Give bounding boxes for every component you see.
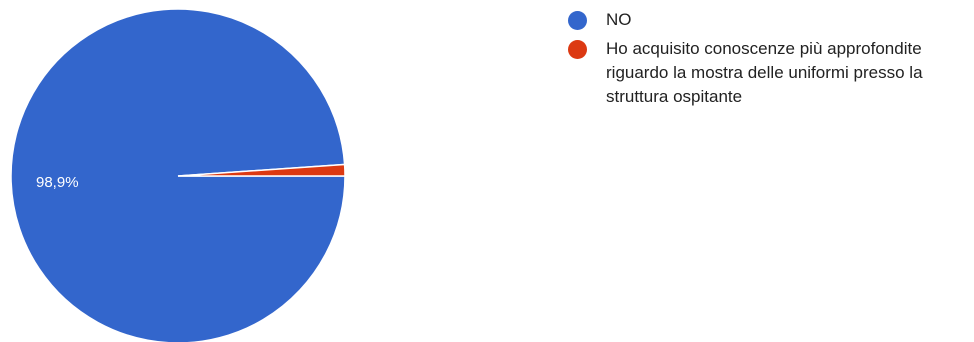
pie-slice-knowledge[interactable] <box>177 163 346 177</box>
legend-item-knowledge[interactable]: Ho acquisito conoscenze più approfondite… <box>568 37 968 109</box>
legend-swatch-no <box>568 11 587 30</box>
pie-slices <box>10 8 346 342</box>
pie-labels: 98,9% <box>36 174 79 191</box>
legend: NO Ho acquisito conoscenze più approfond… <box>568 8 968 114</box>
legend-label-knowledge: Ho acquisito conoscenze più approfondite… <box>606 39 923 106</box>
pie-slice-label: 98,9% <box>36 174 79 191</box>
legend-label-no: NO <box>606 10 632 29</box>
legend-swatch-knowledge <box>568 40 587 59</box>
legend-item-no[interactable]: NO <box>568 8 968 32</box>
